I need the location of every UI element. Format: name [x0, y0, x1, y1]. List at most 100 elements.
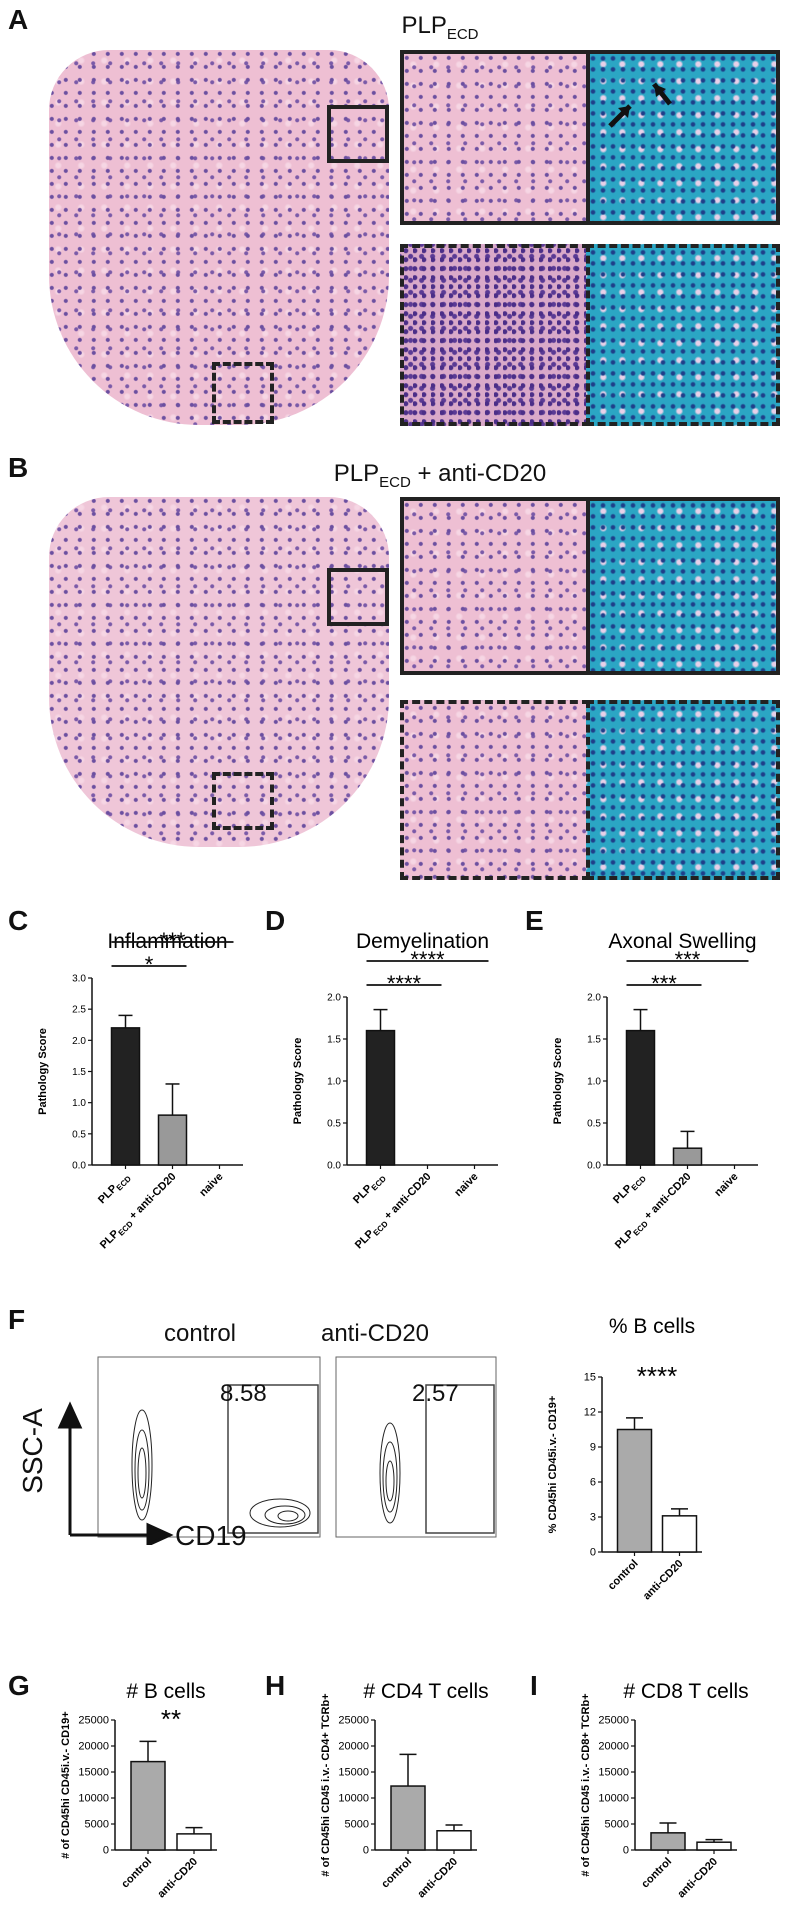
- flow-frame-anticd20: [335, 1356, 497, 1538]
- chart-cd8-t-cells: # CD8 T cells 0 5000 10000 15000 20000 25000 # …: [535, 1675, 790, 1915]
- bar: [176, 1833, 212, 1851]
- flow-y-axis-label: SSC-A: [17, 1408, 48, 1494]
- arrow-icons: [608, 82, 672, 128]
- y-tick-label: 0: [103, 1845, 109, 1857]
- y-tick-label: 9: [590, 1442, 596, 1454]
- significance-label: ****: [387, 971, 422, 996]
- y-tick-label: 0.5: [72, 1129, 86, 1140]
- bar: [157, 1114, 188, 1166]
- y-tick-label: 0: [623, 1845, 629, 1857]
- flow-gate-anticd20: [425, 1384, 495, 1534]
- y-tick-label: 25000: [338, 1715, 369, 1727]
- he-zoom-solid-b: [400, 497, 590, 675]
- flow-contour-anticd20: [379, 1422, 401, 1524]
- y-tick-label: 6: [590, 1477, 596, 1489]
- chart-svg: % B cells 0 3 6 9 12 15 % CD45hi CD45i.v.- CD19…: [547, 1315, 702, 1603]
- flow-anticd20-label: anti-CD20: [320, 1320, 430, 1347]
- panel-b-title-main: PLP: [333, 460, 380, 487]
- panel-a-title-sub: ECD: [446, 25, 479, 43]
- spinal-cord-section-b: [49, 497, 389, 847]
- y-tick-label: 15000: [598, 1767, 629, 1779]
- chart-pct-b-cells: % B cells 0 3 6 9 12 15 % CD45hi CD45i.v.- CD19…: [530, 1315, 790, 1655]
- panel-a-title: PLPECD: [240, 12, 640, 43]
- inset-box-solid-b: [327, 568, 389, 626]
- y-tick-label: 2.5: [72, 1005, 86, 1016]
- y-tick-label: 1.0: [587, 1077, 601, 1088]
- chart-svg: Demyelination 0.0 0.5 1.0 1.5 2.0 Pathology Sc…: [292, 930, 498, 1251]
- flow-axis-arrows: [57, 1401, 174, 1545]
- y-tick-label: 12: [584, 1407, 596, 1419]
- y-tick-label: 1.5: [587, 1035, 601, 1046]
- spinal-cord-section-a: [49, 50, 389, 425]
- chart-title: Axonal Swelling: [608, 930, 756, 953]
- significance-label: ***: [675, 947, 701, 972]
- y-tick-label: 20000: [78, 1741, 109, 1753]
- he-zoom-solid-a: [400, 50, 590, 225]
- panel-b-title: PLPECD + anti-CD20: [240, 460, 640, 491]
- y-tick-label: 1.0: [72, 1098, 86, 1109]
- y-tick-label: 0.0: [327, 1161, 341, 1172]
- bar: [625, 1029, 656, 1166]
- y-tick-label: 0.0: [587, 1161, 601, 1172]
- chart-inflammation: Inflammation 0.0 0.5 1.0 1.5 2.0 2.5 3.0 Patholo…: [20, 910, 270, 1295]
- y-axis-label: % CD45hi CD45i.v.- CD19+: [547, 1396, 559, 1534]
- y-tick-label: 1.0: [327, 1077, 341, 1088]
- y-tick-label: 0.5: [587, 1119, 601, 1130]
- x-tick-label: naive: [452, 1171, 480, 1199]
- flow-gate-value-anticd20: 2.57: [412, 1380, 459, 1407]
- x-tick-label: anti-CD20: [155, 1856, 200, 1901]
- significance-label: *: [145, 952, 154, 977]
- chart-title: # B cells: [126, 1680, 205, 1703]
- x-tick-label: control: [606, 1558, 641, 1593]
- y-tick-label: 15: [584, 1372, 596, 1384]
- y-tick-label: 20000: [338, 1741, 369, 1753]
- chart-title: % B cells: [609, 1315, 695, 1338]
- panel-letter-i: I: [530, 1670, 538, 1701]
- y-tick-label: 0.5: [327, 1119, 341, 1130]
- chart-b-cells: # B cells 0 5000 10000 15000 20000 25000 # of C…: [20, 1675, 270, 1915]
- y-tick-label: 3: [590, 1512, 596, 1524]
- y-axis-label: Pathology Score: [292, 1038, 304, 1125]
- flow-x-axis-label: CD19: [175, 1520, 247, 1551]
- y-tick-label: 0: [363, 1845, 369, 1857]
- bar: [130, 1760, 166, 1851]
- flow-contour-control: [131, 1409, 311, 1528]
- chart-title: # CD4 T cells: [363, 1680, 488, 1703]
- y-tick-label: 25000: [78, 1715, 109, 1727]
- x-tick-label: naive: [712, 1171, 740, 1199]
- bar: [650, 1832, 686, 1851]
- x-tick-label: control: [639, 1856, 674, 1891]
- chart-axonal-swelling: Axonal Swelling 0.0 0.5 1.0 1.5 2.0 Pathology …: [535, 910, 790, 1295]
- significance-label: ****: [410, 947, 445, 972]
- inset-box-dashed-b: [212, 772, 274, 830]
- y-tick-label: 3.0: [72, 974, 86, 985]
- panel-letter-g: G: [8, 1670, 30, 1701]
- chart-title: Demyelination: [356, 930, 489, 953]
- chart-svg: # CD4 T cells 0 5000 10000 15000 20000 25000 # …: [320, 1680, 489, 1901]
- x-tick-label: anti-CD20: [415, 1856, 460, 1901]
- x-tick-label: anti-CD20: [641, 1558, 686, 1603]
- chart-title: # CD8 T cells: [623, 1680, 748, 1703]
- chart-cd4-t-cells: # CD4 T cells 0 5000 10000 15000 20000 25000 # …: [275, 1675, 530, 1915]
- bar: [696, 1841, 732, 1851]
- bar: [390, 1785, 426, 1851]
- bar: [616, 1428, 653, 1553]
- bar: [661, 1515, 698, 1553]
- lfb-zoom-dashed-a: [586, 244, 780, 426]
- panel-letter-h: H: [265, 1670, 286, 1701]
- y-tick-label: 25000: [598, 1715, 629, 1727]
- y-tick-label: 5000: [85, 1819, 109, 1831]
- he-zoom-dashed-b: [400, 700, 590, 880]
- he-zoom-dashed-a: [400, 244, 590, 426]
- y-axis-label: Pathology Score: [37, 1028, 49, 1115]
- panel-letter-d: D: [265, 905, 286, 936]
- x-tick-label: PLPECD: [351, 1170, 388, 1207]
- flow-plots: [57, 1356, 497, 1545]
- significance-label: ***: [651, 971, 677, 996]
- lfb-zoom-dashed-b: [586, 700, 780, 880]
- inset-box-dashed-a: [212, 362, 274, 424]
- y-tick-label: 15000: [78, 1767, 109, 1779]
- y-tick-label: 2.0: [72, 1036, 86, 1047]
- y-tick-label: 5000: [345, 1819, 369, 1831]
- flow-control-label: control: [163, 1320, 237, 1347]
